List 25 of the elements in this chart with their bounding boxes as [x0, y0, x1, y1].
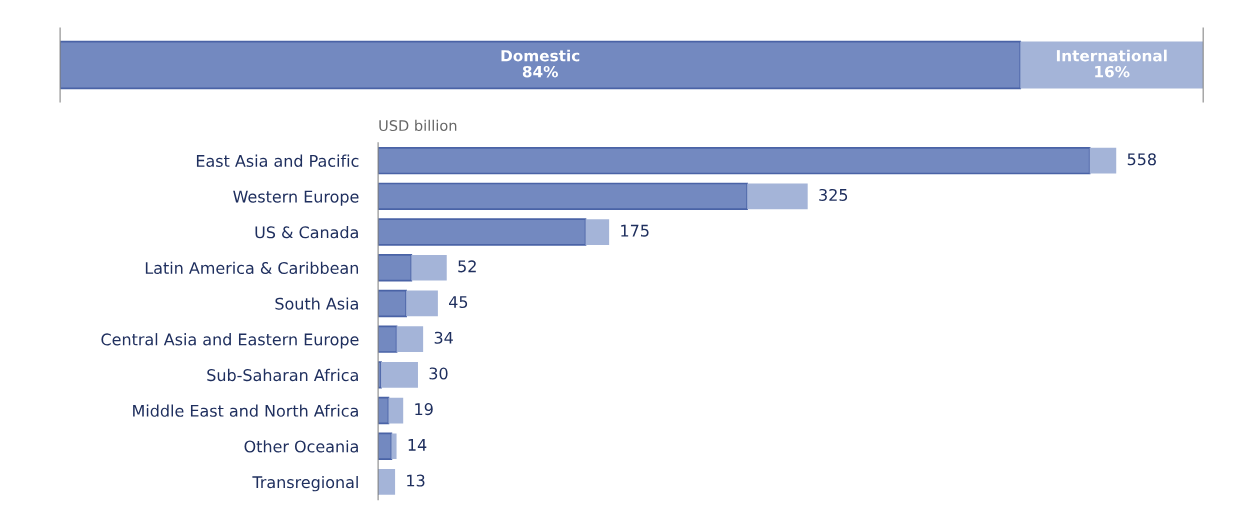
y-tick-label: East Asia and Pacific [196, 154, 359, 167]
annotation: 30 [429, 367, 448, 380]
data-label: 84% [522, 65, 558, 78]
y-tick-label: Sub-Saharan Africa [207, 368, 358, 382]
y-tick-label: Western Europe [233, 190, 359, 206]
annotation: 52 [458, 260, 476, 273]
y-tick-label: Middle East and North Africa [133, 404, 358, 417]
series-label: International [1056, 49, 1167, 62]
y-axis-title: USD billion [379, 119, 457, 132]
annotation: 175 [621, 224, 649, 237]
y-tick-label: US & Canada [255, 225, 358, 239]
annotation: 14 [408, 439, 427, 451]
data-label: 16% [1095, 65, 1130, 78]
y-tick-label: Other Oceania [244, 440, 358, 453]
y-tick-label: Latin America & Caribbean [145, 261, 358, 275]
y-tick-label: Transregional [252, 475, 358, 492]
annotation: 45 [449, 296, 468, 309]
annotation: 13 [407, 474, 425, 487]
y-tick-label: South Asia [275, 297, 358, 310]
series-label: Domestic [501, 49, 580, 62]
y-tick-label: Central Asia and Eastern Europe [101, 333, 359, 349]
annotation: 325 [819, 188, 848, 201]
annotation: 19 [415, 403, 433, 416]
annotation: 34 [434, 331, 453, 344]
annotation: 558 [1127, 153, 1156, 166]
